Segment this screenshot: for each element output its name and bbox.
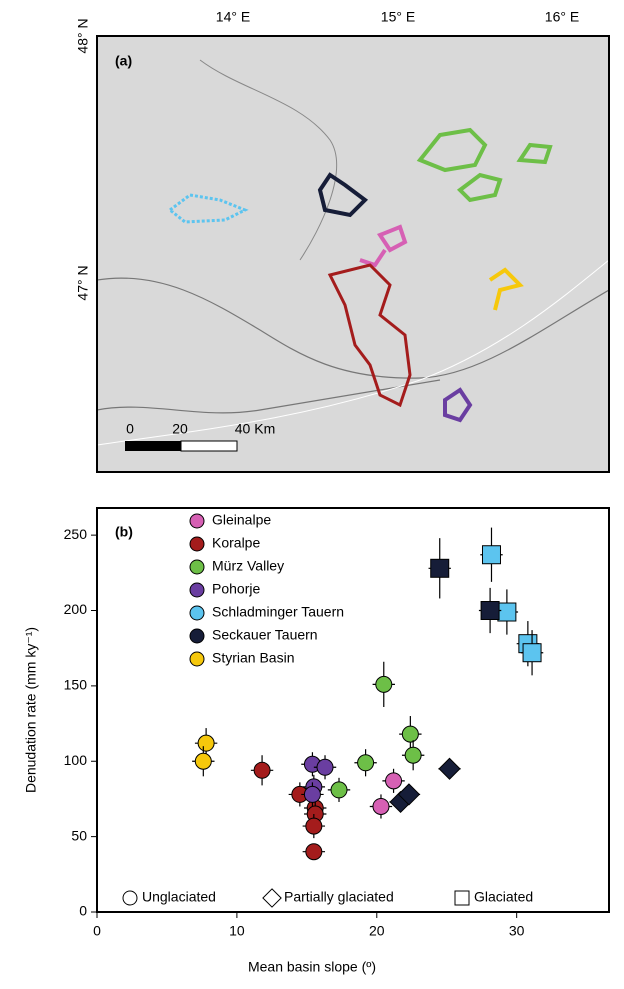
legend-label: Mürz Valley [212,558,284,574]
legend-label: Styrian Basin [212,650,294,666]
shape-legend-swatch [455,891,469,905]
x-tick-label: 10 [229,923,245,939]
panel-label: (b) [115,524,133,540]
legend-swatch [190,514,204,528]
y-tick-label: 50 [71,827,87,843]
scale-bar [125,441,181,451]
scale-bar [181,441,237,451]
data-point [331,782,347,798]
x-tick-label: 0 [93,923,101,939]
legend-swatch [190,652,204,666]
scale-label: 0 [126,421,134,437]
panel-label: (a) [115,53,132,69]
latitude-label: 48° N [75,18,91,53]
legend-label: Koralpe [212,535,260,551]
shape-legend-swatch [263,889,281,907]
data-point [405,747,421,763]
y-tick-label: 250 [64,526,88,542]
shape-legend-swatch [123,891,137,905]
data-point [317,759,333,775]
data-point [254,762,270,778]
data-point [304,786,320,802]
data-point [482,546,500,564]
data-point [376,676,392,692]
y-tick-label: 200 [64,601,88,617]
shape-legend-label: Glaciated [474,889,533,905]
data-point [439,758,460,779]
legend-swatch [190,583,204,597]
data-point [195,753,211,769]
longitude-label: 16° E [545,9,579,25]
legend-swatch [190,560,204,574]
y-tick-label: 0 [79,903,87,919]
y-tick-label: 100 [64,752,88,768]
map-background [97,36,609,472]
x-tick-label: 20 [369,923,385,939]
legend-label: Gleinalpe [212,512,271,528]
data-point [306,818,322,834]
data-point [402,726,418,742]
longitude-label: 15° E [381,9,415,25]
x-axis-label: Mean basin slope (º) [248,959,376,975]
figure: (a) 14° E 15° E 16° E 48° N 47° N 0 20 4… [0,0,624,989]
data-point [523,644,541,662]
plot-frame [97,508,609,912]
data-point [386,773,402,789]
latitude-label: 47° N [75,265,91,300]
legend-swatch [190,537,204,551]
data-point [481,602,499,620]
map-panel: (a) 14° E 15° E 16° E 48° N 47° N 0 20 4… [75,9,609,472]
y-axis-label: Denudation rate (mm ky⁻¹) [23,627,39,793]
data-point [198,735,214,751]
data-point [431,559,449,577]
longitude-label: 14° E [216,9,250,25]
data-point [306,844,322,860]
legend-label: Pohorje [212,581,260,597]
y-tick-label: 150 [64,677,88,693]
x-tick-label: 30 [509,923,525,939]
legend-label: Seckauer Tauern [212,627,318,643]
scale-label: 20 [172,421,188,437]
shape-legend-label: Unglaciated [142,889,216,905]
legend-swatch [190,606,204,620]
data-point [358,755,374,771]
legend-swatch [190,629,204,643]
data-point [498,603,516,621]
data-point [373,798,389,814]
legend-label: Schladminger Tauern [212,604,344,620]
scale-label: 40 Km [235,421,275,437]
shape-legend-label: Partially glaciated [284,889,394,905]
